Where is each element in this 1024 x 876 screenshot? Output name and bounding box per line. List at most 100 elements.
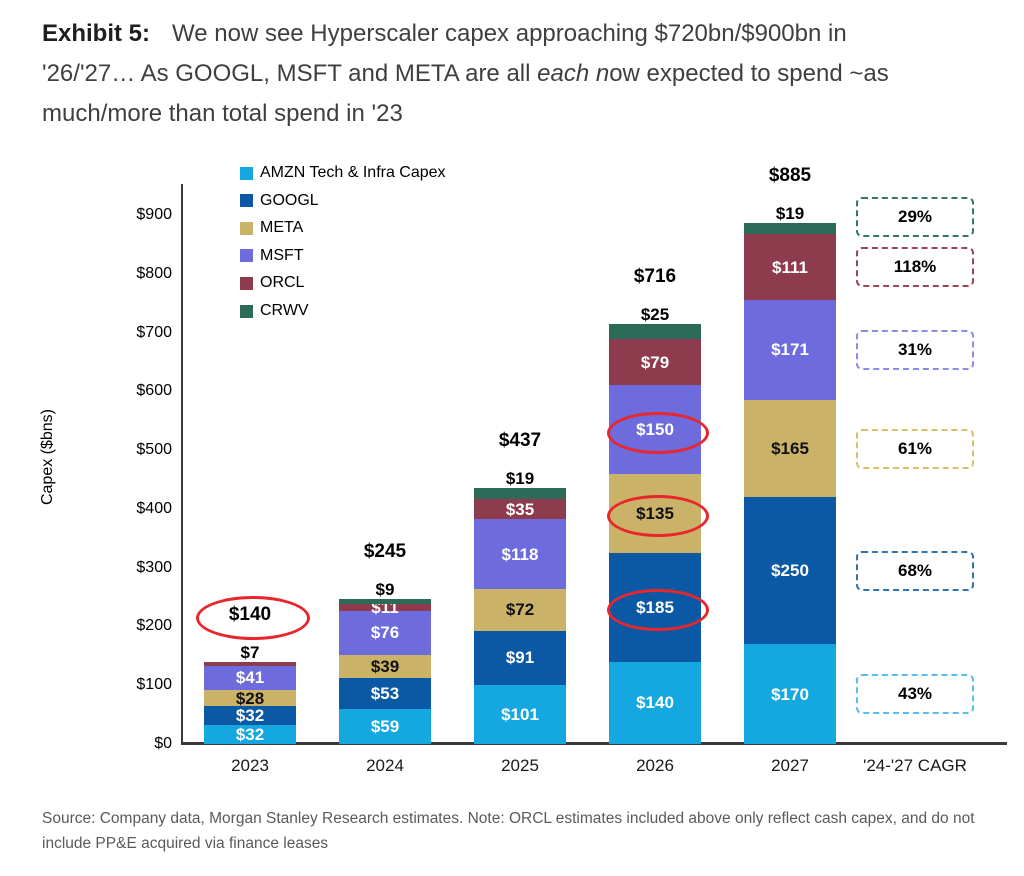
segment-2025-MSFT	[474, 519, 566, 589]
AMZN-legend-swatch-icon	[240, 166, 253, 180]
value-label-2025-MSFT: $118	[501, 544, 539, 564]
segment-2026-AMZN	[609, 661, 701, 744]
y-tick-$0: $0	[154, 735, 172, 752]
y-tick-$500: $500	[136, 441, 172, 459]
title-line-3: much/more than total spend in '23	[42, 100, 403, 127]
segment-2024-MSFT	[339, 610, 431, 656]
GOOGL-legend-swatch-icon	[240, 194, 253, 208]
value-label-2026-above: $25	[640, 305, 670, 325]
legend-label-MSFT: MSFT	[260, 246, 304, 264]
total-label-2026: $716	[633, 266, 677, 288]
title-line-1: Exhibit 5: We now see Hyperscaler capex a…	[42, 14, 992, 54]
legend-label-GOOGL: GOOGL	[260, 191, 319, 209]
value-label-2027-above: $19	[775, 204, 805, 224]
source-note-line-1: Source: Company data, Morgan Stanley Res…	[42, 810, 975, 827]
segment-2024-META	[339, 655, 431, 679]
segment-2023-GOOGL	[204, 706, 296, 726]
value-label-2027-MSFT: $171	[771, 340, 809, 360]
segment-2024-AMZN	[339, 709, 431, 744]
legend-item-GOOGL: GOOGL	[240, 190, 319, 212]
value-label-2024-above: $9	[375, 579, 395, 599]
x-label-cagr: '24-'27 CAGR	[863, 756, 967, 775]
CRWV-legend-swatch-icon	[240, 304, 253, 318]
value-label-2024-ORCL: $11	[371, 597, 399, 617]
y-tick-$900: $900	[136, 206, 172, 223]
x-axis-line	[181, 742, 1007, 745]
segment-2026-GOOGL	[609, 552, 701, 662]
value-label-2023-above: $7	[240, 642, 260, 662]
exhibit-title: Exhibit 5: We now see Hyperscaler capex a…	[42, 14, 992, 134]
segment-2024-CRWV	[339, 598, 431, 605]
segment-2027-AMZN	[744, 644, 836, 744]
x-label-2024: 2024	[366, 756, 404, 775]
value-label-2026-META: $135	[636, 503, 674, 523]
title-text-2a: '26/'27… As GOOGL, MSFT and META are all	[42, 60, 538, 87]
source-note: Source: Company data, Morgan Stanley Res…	[42, 806, 1022, 856]
value-label-2027-META: $165	[771, 439, 809, 459]
legend-label-META: META	[260, 219, 304, 237]
y-tick-$300: $300	[136, 558, 172, 576]
title-text-italic: each n	[537, 60, 610, 87]
value-label-2024-MSFT: $76	[370, 623, 400, 643]
legend-label-CRWV: CRWV	[260, 302, 309, 319]
value-label-2025-above: $19	[505, 468, 535, 488]
cagr-box-META: 61%	[856, 428, 974, 469]
META-legend-swatch-icon	[240, 221, 253, 235]
x-label-2025: 2025	[501, 756, 539, 775]
segment-2027-META	[744, 400, 836, 498]
segment-2023-MSFT	[204, 665, 296, 690]
legend-item-AMZN: AMZN Tech & Infra Capex	[240, 162, 446, 184]
cagr-box-AMZN: 43%	[856, 674, 974, 715]
value-label-2023-AMZN: $32	[235, 725, 265, 745]
value-label-2026-MSFT: $150	[636, 420, 674, 440]
value-label-2024-GOOGL: $53	[370, 684, 400, 704]
segment-2027-GOOGL	[744, 497, 836, 645]
value-label-2026-GOOGL: $185	[636, 597, 674, 617]
y-tick-$800: $800	[136, 264, 172, 282]
x-label-2023: 2023	[231, 756, 269, 775]
cagr-box-ORCL: 118%	[856, 247, 974, 288]
value-label-2025-META: $72	[505, 600, 535, 620]
segment-2023-ORCL	[204, 661, 296, 666]
total-label-2023: $140	[228, 603, 272, 625]
value-label-2023-META: $28	[235, 688, 265, 708]
total-label-2024: $245	[363, 540, 407, 562]
value-label-2026-AMZN: $140	[636, 693, 674, 713]
segment-2026-MSFT	[609, 385, 701, 474]
y-axis-line	[181, 184, 183, 744]
value-label-2026-ORCL: $79	[640, 352, 670, 372]
segment-2025-META	[474, 588, 566, 632]
total-label-2027: $885	[768, 165, 812, 187]
segment-2025-GOOGL	[474, 631, 566, 685]
cagr-box-CRWV: 29%	[856, 197, 974, 238]
y-tick-$400: $400	[136, 499, 172, 517]
segment-2027-CRWV	[744, 223, 836, 235]
y-tick-$700: $700	[136, 323, 172, 341]
x-label-2027: 2027	[771, 756, 809, 775]
segment-2027-MSFT	[744, 299, 836, 401]
value-label-2024-AMZN: $59	[370, 717, 400, 737]
cagr-box-GOOGL: 68%	[856, 550, 974, 591]
segment-2023-AMZN	[204, 725, 296, 744]
value-label-2024-META: $39	[370, 657, 400, 677]
title-text-1: We now see Hyperscaler capex approaching…	[172, 20, 847, 47]
cagr-box-MSFT: 31%	[856, 329, 974, 370]
MSFT-legend-swatch-icon	[240, 249, 253, 263]
segment-2027-ORCL	[744, 234, 836, 300]
legend-label-ORCL: ORCL	[260, 274, 305, 292]
y-tick-$200: $200	[136, 617, 172, 635]
source-note-line-2: include PP&E acquired via finance leases	[42, 835, 329, 852]
x-label-2026: 2026	[636, 756, 674, 775]
ORCL-legend-swatch-icon	[240, 276, 253, 290]
segment-2025-AMZN	[474, 684, 566, 744]
legend-item-MSFT: MSFT	[240, 245, 304, 267]
legend-label-AMZN: AMZN Tech & Infra Capex	[260, 164, 446, 181]
legend-item-ORCL: ORCL	[240, 272, 304, 294]
y-tick-$100: $100	[136, 676, 172, 694]
segment-2024-GOOGL	[339, 678, 431, 710]
segment-2023-META	[204, 689, 296, 707]
segment-2025-ORCL	[474, 498, 566, 520]
legend-item-META: META	[240, 217, 303, 239]
